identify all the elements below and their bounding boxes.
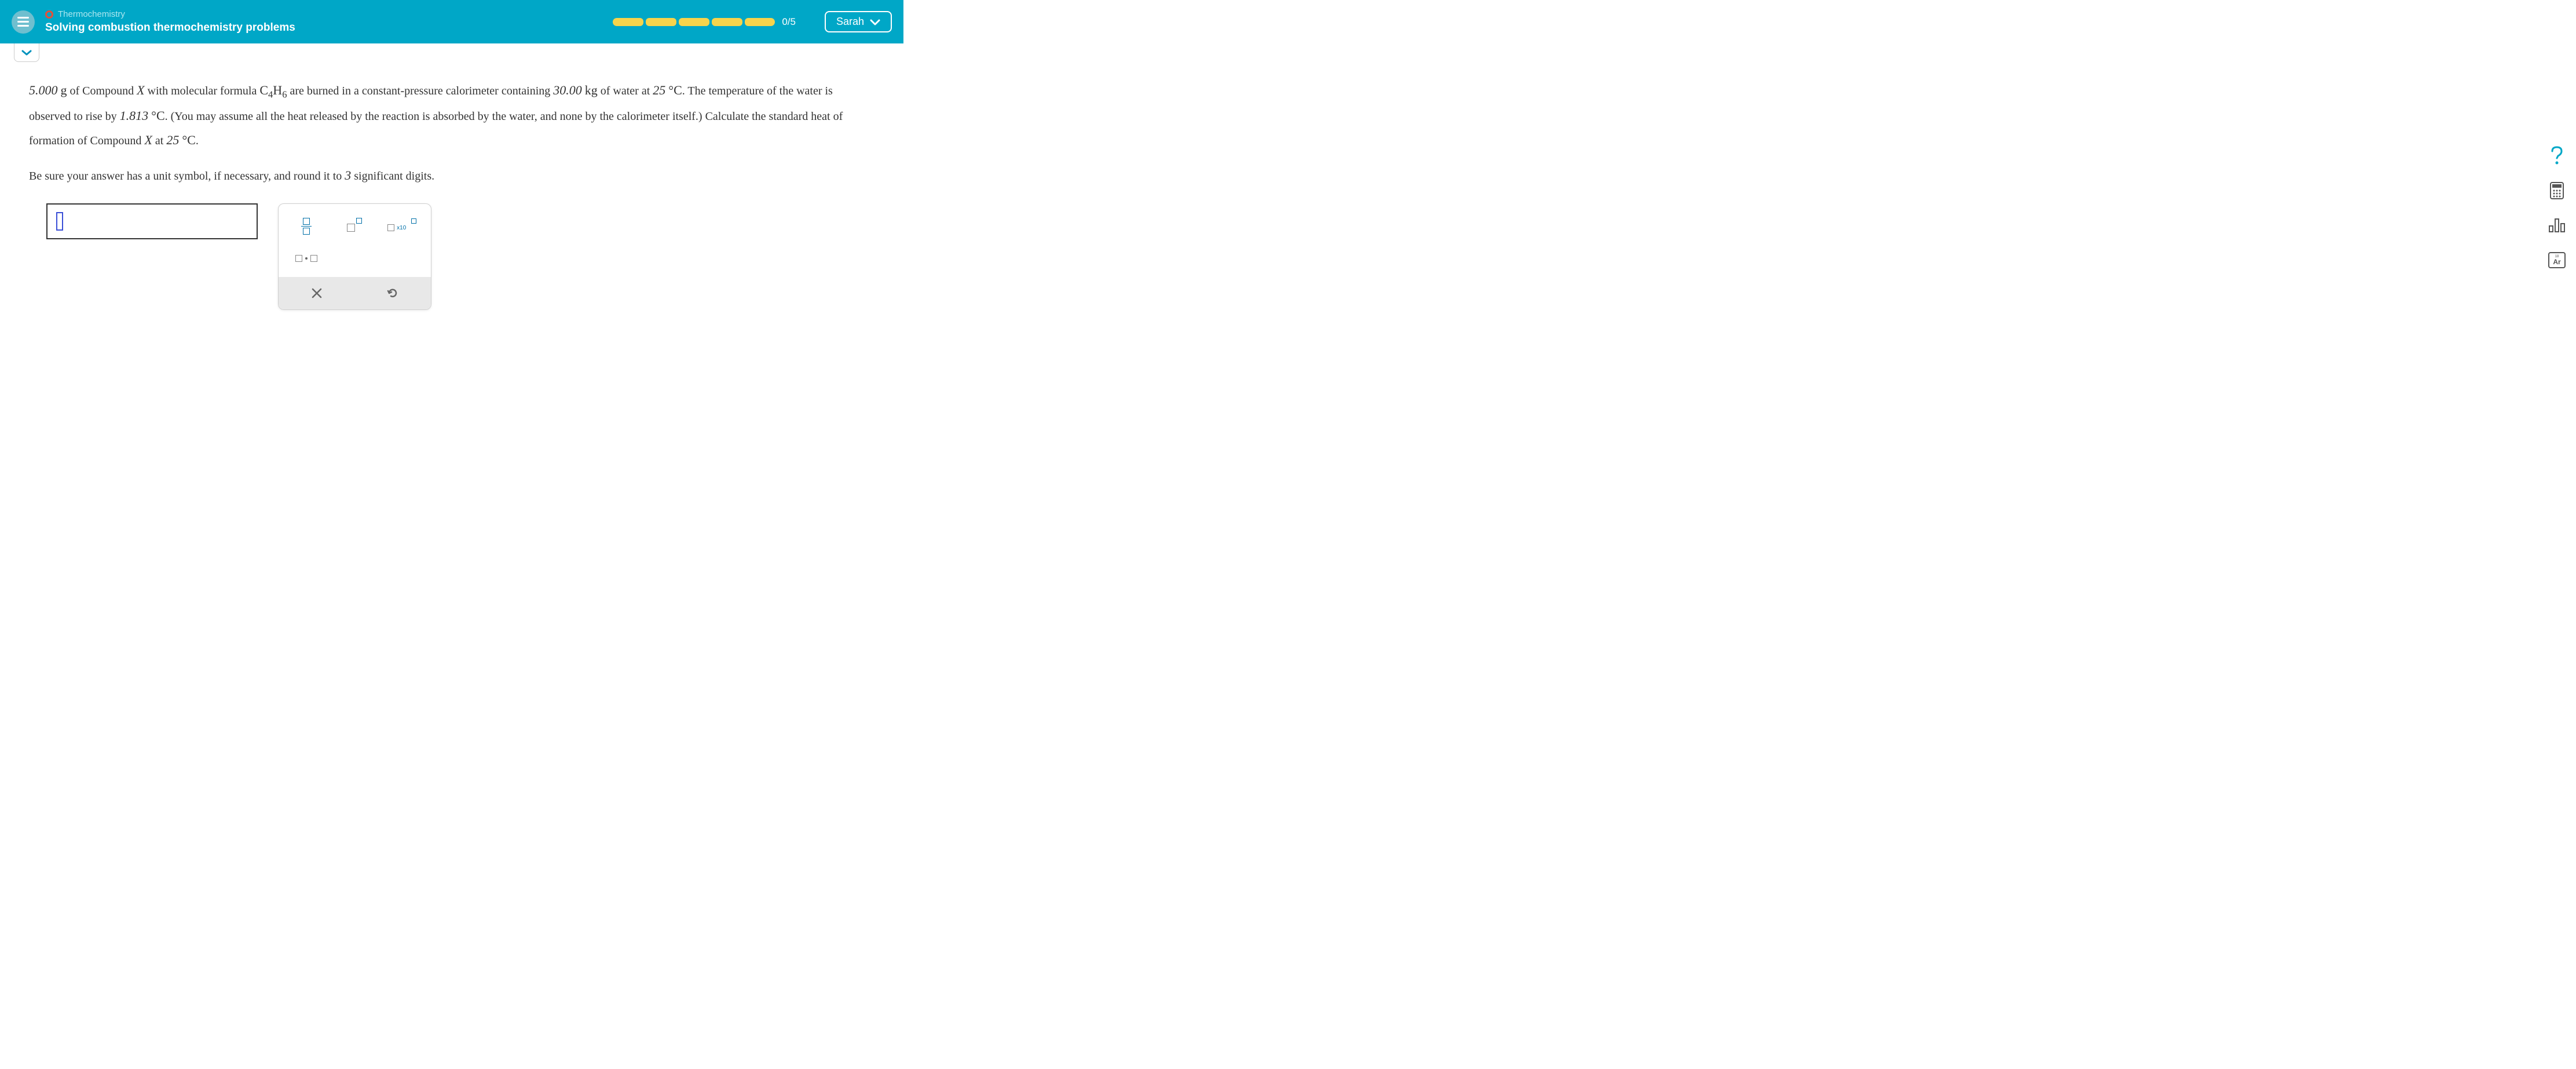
scientific-icon: x10 xyxy=(387,218,419,234)
exponent-button[interactable] xyxy=(333,212,377,240)
content-area: 5.000 g of Compound X with molecular for… xyxy=(0,43,903,327)
progress-bar xyxy=(613,18,775,26)
clear-button[interactable] xyxy=(279,277,355,309)
lesson-title: Solving combustion thermochemistry probl… xyxy=(45,21,613,34)
periodic-table-icon: 18 Ar xyxy=(2548,252,2566,268)
calculator-icon xyxy=(2549,182,2564,199)
undo-icon xyxy=(386,287,399,300)
instruction-text: Be sure your answer has a unit symbol, i… xyxy=(29,168,874,183)
menu-button[interactable] xyxy=(12,10,35,34)
exponent-icon xyxy=(346,218,363,234)
data-table-button[interactable] xyxy=(2546,214,2568,236)
periodic-table-button[interactable]: 18 Ar xyxy=(2546,249,2568,271)
multiply-dot-icon xyxy=(295,255,317,262)
tool-sidebar: 18 Ar xyxy=(2546,145,2568,271)
fraction-icon xyxy=(301,218,312,235)
progress-text: 0/5 xyxy=(782,16,796,28)
scientific-notation-button[interactable]: x10 xyxy=(381,212,425,240)
answer-input[interactable] xyxy=(46,203,258,239)
bar-chart-icon xyxy=(2548,218,2566,233)
title-block: Thermochemistry Solving combustion therm… xyxy=(45,9,613,34)
user-name: Sarah xyxy=(836,16,864,28)
help-button[interactable] xyxy=(2546,145,2568,167)
chevron-down-icon xyxy=(870,19,880,26)
user-menu-button[interactable]: Sarah xyxy=(825,11,892,32)
question-text: 5.000 g of Compound X with molecular for… xyxy=(29,78,874,152)
calculator-button[interactable] xyxy=(2546,180,2568,202)
progress-wrap: 0/5 xyxy=(613,16,796,28)
topic-indicator-icon xyxy=(45,10,53,19)
input-cursor-icon xyxy=(56,212,63,231)
fraction-button[interactable] xyxy=(284,212,328,240)
input-palette: x10 xyxy=(278,203,431,310)
close-icon xyxy=(311,287,323,299)
topic-label: Thermochemistry xyxy=(58,9,125,19)
multiply-dot-button[interactable] xyxy=(284,245,328,272)
undo-button[interactable] xyxy=(355,277,431,309)
app-header: Thermochemistry Solving combustion therm… xyxy=(0,0,903,43)
help-icon xyxy=(2549,145,2564,166)
